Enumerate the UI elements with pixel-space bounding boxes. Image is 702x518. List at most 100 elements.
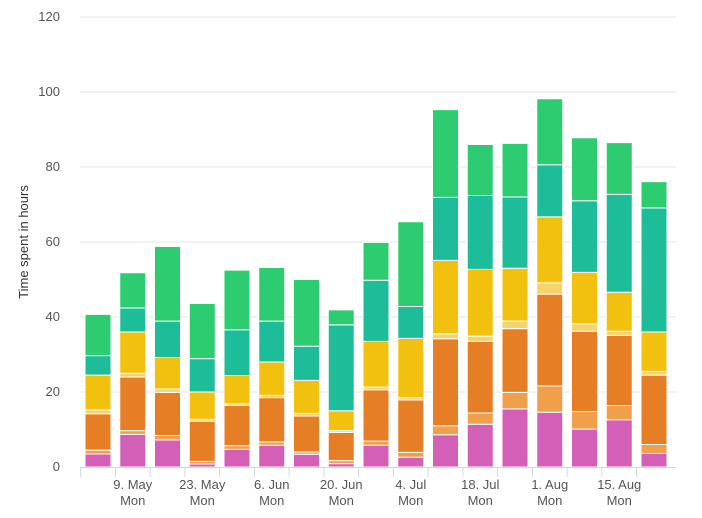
bar-segment [154, 439, 181, 468]
bar-segment [640, 370, 668, 376]
bar-segment [432, 434, 459, 468]
bar-segment [640, 444, 668, 454]
bar-segment [223, 448, 251, 468]
bar-segment [84, 313, 112, 357]
x-tick-label: 18. Jul [461, 477, 499, 492]
bar-segment [397, 456, 425, 468]
bar-segment [605, 142, 633, 195]
bar-segment [327, 432, 355, 462]
x-tick-label: 20. Jun [320, 477, 363, 492]
bar-segment [397, 337, 425, 399]
bar-segment [258, 397, 286, 443]
bar-segment [84, 355, 112, 376]
bar-segment [327, 410, 355, 432]
bar-segment [327, 324, 355, 412]
x-tick-label: 4. Jul [395, 477, 426, 492]
bar-segment [466, 268, 494, 337]
bar-segment [536, 98, 564, 166]
x-tick-label-weekday: Mon [468, 493, 493, 508]
bar-segment [536, 164, 564, 218]
bar-segment [640, 453, 668, 468]
x-tick-label-weekday: Mon [607, 493, 632, 508]
bar-segment [223, 405, 251, 447]
y-tick-label: 20 [46, 384, 60, 399]
bar-segment [466, 195, 494, 270]
bar-segment [258, 320, 286, 363]
bar-segment [605, 330, 633, 336]
bar-segment [119, 372, 147, 378]
bar-segment [258, 444, 286, 468]
x-tick-label-weekday: Mon [120, 493, 145, 508]
bar-segment [188, 420, 216, 462]
bar-segment [154, 357, 181, 390]
bar-segment [501, 267, 529, 322]
bar-segment [571, 271, 598, 325]
bar-segment [466, 144, 494, 196]
bar-segment [119, 430, 147, 435]
bar-segment [605, 291, 633, 332]
bar-segment [640, 331, 668, 372]
bar-segment [293, 415, 320, 453]
bar-segment [362, 279, 390, 342]
x-tick-label: 1. Aug [531, 477, 568, 492]
bar-segment [397, 306, 425, 339]
bar-segment [466, 335, 494, 342]
bar-segment [223, 445, 251, 450]
bar-segment [432, 109, 459, 198]
bar-segment [119, 272, 147, 309]
bar-segment [84, 449, 112, 455]
y-tick-label: 120 [38, 9, 60, 24]
bar-segment [188, 303, 216, 360]
bar-segment [119, 331, 147, 374]
bar-segment [154, 435, 181, 441]
bar-segment [397, 221, 425, 307]
bar-segment [536, 282, 564, 295]
bar-segment [501, 408, 529, 468]
bar-segment [536, 411, 564, 468]
bar-segment [466, 340, 494, 414]
bar-segment [640, 181, 668, 209]
bar-segment [119, 307, 147, 333]
bar-segment [84, 374, 112, 411]
x-tick-label: 15. Aug [597, 477, 641, 492]
bar-segment [432, 338, 459, 427]
y-tick-label: 60 [46, 234, 60, 249]
bar-segment [605, 193, 633, 293]
bar-segment [119, 433, 147, 468]
bar-segment [362, 444, 390, 468]
y-tick-label: 40 [46, 309, 60, 324]
bar-segment [362, 440, 390, 446]
bar-segment [571, 330, 598, 412]
bar-segment [223, 269, 251, 331]
bar-segment [397, 451, 425, 458]
x-tick-label-weekday: Mon [329, 493, 354, 508]
bar-segment [293, 279, 320, 347]
y-axis-label: Time spent in hours [16, 185, 31, 299]
y-tick-label: 100 [38, 84, 60, 99]
bar-segment [501, 142, 529, 198]
bar-segment [223, 375, 251, 405]
bar-segment [188, 358, 216, 393]
bar-segment [571, 428, 598, 468]
bars-layer [84, 98, 668, 468]
bar-segment [223, 329, 251, 376]
bar-segment [362, 241, 390, 281]
bar-segment [501, 328, 529, 393]
bar-segment [293, 453, 320, 468]
bar-segment [605, 334, 633, 406]
x-tick-label-weekday: Mon [259, 493, 284, 508]
bar-segment [571, 137, 598, 202]
bar-segment [84, 453, 112, 468]
bar-segment [258, 441, 286, 446]
bar-segment [605, 419, 633, 468]
bar-segment [154, 320, 181, 358]
bar-segment [258, 267, 286, 322]
bar-segment [432, 333, 459, 340]
bar-segment [432, 425, 459, 436]
bar-segment [362, 389, 390, 442]
x-tick-label: 23. May [179, 477, 226, 492]
x-tick-label: 9. May [113, 477, 153, 492]
bar-segment [640, 207, 668, 333]
